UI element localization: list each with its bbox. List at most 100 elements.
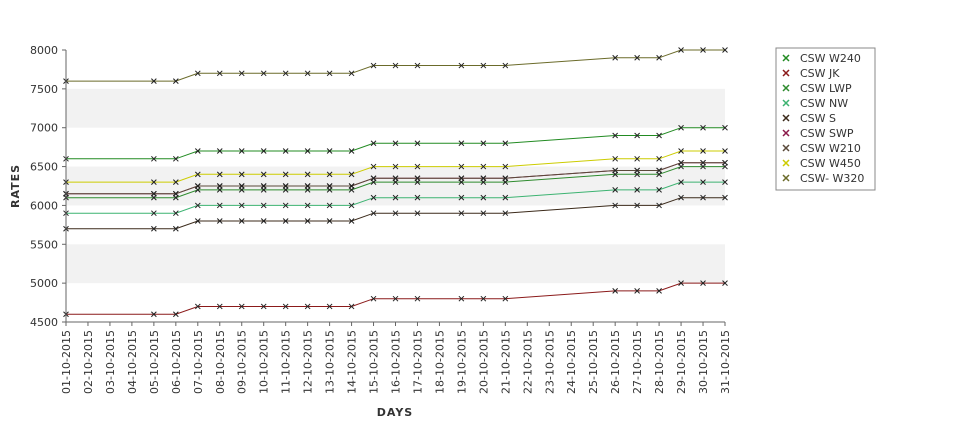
- legend-item: CSW JK: [782, 67, 840, 80]
- data-point: [151, 311, 157, 318]
- data-point: [414, 175, 421, 182]
- data-point: [392, 175, 399, 182]
- data-point: [216, 303, 223, 310]
- data-point: [612, 288, 619, 294]
- data-point: [151, 210, 157, 217]
- legend-item: CSW W240: [782, 52, 861, 65]
- data-point: [194, 202, 201, 209]
- legend-label: CSW W240: [800, 52, 861, 65]
- y-tick-label: 8000: [30, 44, 58, 57]
- data-point: [634, 288, 640, 294]
- data-point: [414, 295, 421, 302]
- data-point: [722, 194, 728, 201]
- data-point: [238, 183, 245, 189]
- data-point: [348, 202, 355, 209]
- data-point: [348, 171, 355, 178]
- data-point: [502, 210, 509, 217]
- data-point: [634, 155, 640, 162]
- data-point: [722, 280, 728, 286]
- data-point: [282, 70, 289, 77]
- data-point: [172, 155, 179, 162]
- data-point: [194, 70, 201, 77]
- data-point: [392, 163, 399, 170]
- y-axis-title: RATES: [9, 164, 22, 208]
- data-point: [370, 210, 377, 217]
- x-tick-label: 09-10-2015: [236, 330, 249, 394]
- data-point: [194, 171, 201, 178]
- data-point: [304, 202, 311, 209]
- data-point: [238, 148, 245, 154]
- data-point: [458, 194, 465, 201]
- data-point: [326, 202, 333, 209]
- data-point: [282, 202, 289, 209]
- data-point: [634, 167, 640, 174]
- data-point: [502, 194, 509, 201]
- data-point: [194, 148, 201, 154]
- x-tick-label: 18-10-2015: [433, 330, 446, 394]
- legend-label: CSW S: [800, 112, 836, 125]
- data-point: [326, 303, 333, 310]
- data-point: [238, 303, 245, 310]
- data-point: [260, 171, 267, 178]
- data-point: [238, 202, 245, 209]
- data-point: [612, 187, 619, 193]
- legend-label: CSW JK: [800, 67, 840, 80]
- legend-box: [775, 47, 876, 191]
- data-point: [260, 202, 267, 209]
- data-point: [612, 167, 619, 174]
- data-point: [678, 179, 684, 185]
- grid-band: [66, 88, 725, 128]
- data-point: [502, 163, 509, 170]
- data-point: [480, 163, 487, 170]
- data-point: [656, 155, 662, 162]
- x-tick-label: 23-10-2015: [543, 330, 556, 394]
- data-point: [172, 210, 179, 217]
- data-point: [700, 124, 706, 131]
- data-point: [502, 140, 509, 147]
- data-point: [151, 78, 157, 84]
- data-point: [634, 202, 640, 209]
- data-point: [370, 175, 377, 182]
- x-tick-label: 28-10-2015: [653, 330, 666, 394]
- data-point: [656, 202, 662, 209]
- data-point: [480, 194, 487, 201]
- x-tick-label: 25-10-2015: [587, 330, 600, 394]
- series-0: [63, 124, 728, 162]
- y-tick-label: 6000: [30, 199, 58, 212]
- legend-label: CSW- W320: [800, 172, 864, 185]
- x-tick-label: 17-10-2015: [411, 330, 424, 394]
- data-point: [414, 62, 421, 69]
- legend-item: CSW W450: [782, 157, 861, 170]
- data-point: [458, 295, 465, 302]
- y-tick-label: 7000: [30, 122, 58, 135]
- y-tick-labels: 4500 5000 5500 6000 6500 7000 7500 8000: [30, 44, 66, 329]
- data-point: [700, 280, 706, 286]
- data-point: [700, 159, 706, 166]
- data-point: [502, 175, 509, 182]
- data-point: [260, 148, 267, 154]
- series-4: [63, 194, 728, 232]
- x-tick-label: 05-10-2015: [148, 330, 161, 394]
- x-tick-label: 15-10-2015: [368, 330, 381, 394]
- data-point: [458, 140, 465, 147]
- data-point: [656, 167, 662, 174]
- x-tick-label: 31-10-2015: [719, 330, 732, 394]
- data-point: [304, 218, 311, 224]
- y-tick-label: 6500: [30, 161, 58, 174]
- data-point: [678, 280, 684, 286]
- data-point: [480, 140, 487, 147]
- data-point: [304, 183, 311, 189]
- data-point: [656, 132, 662, 139]
- data-point: [678, 148, 684, 154]
- x-tick-label: 02-10-2015: [82, 330, 95, 394]
- data-point: [348, 218, 355, 224]
- data-point: [700, 47, 706, 53]
- data-point: [392, 62, 399, 69]
- data-point: [238, 171, 245, 178]
- data-point: [370, 295, 377, 302]
- x-tick-label: 20-10-2015: [477, 330, 490, 394]
- data-point: [172, 190, 179, 197]
- data-point: [216, 218, 223, 224]
- legend: CSW W240 CSW JK CSW LWP CSW NW CSW S CSW SWP C…: [775, 47, 876, 191]
- x-tick-label: 21-10-2015: [499, 330, 512, 394]
